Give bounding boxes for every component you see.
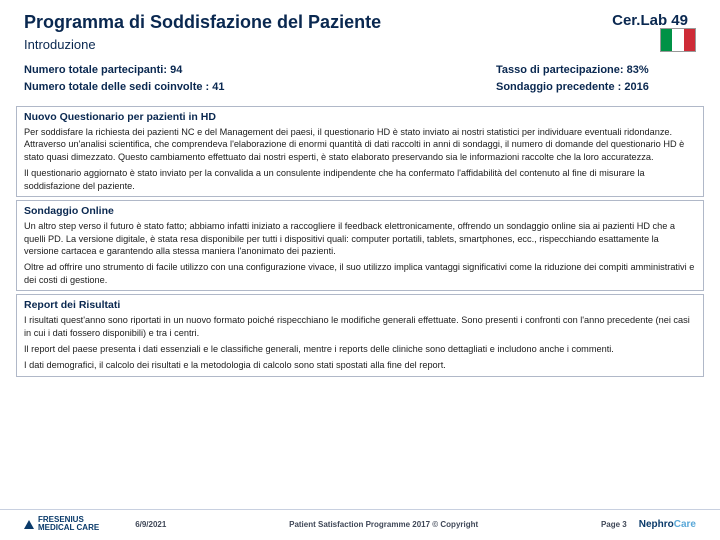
triangle-icon [24, 520, 34, 529]
section-title: Report dei Risultati [24, 299, 696, 311]
nephrocare-logo: NephroCare [639, 519, 696, 530]
fresenius-logo: FRESENIUS MEDICAL CARE [24, 516, 99, 532]
section-online-survey: Sondaggio Online Un altro step verso il … [16, 200, 704, 291]
logo-text: Care [674, 519, 696, 530]
section-paragraph: Per soddisfare la richiesta dei pazienti… [24, 126, 696, 163]
stat-participants: Numero totale partecipanti: 94 [24, 62, 496, 79]
footer-date: 6/9/2021 [135, 520, 166, 529]
stat-prev: Sondaggio precedente : 2016 [496, 79, 696, 96]
stat-rate: Tasso di partecipazione: 83% [496, 62, 696, 79]
section-paragraph: Un altro step verso il futuro è stato fa… [24, 220, 696, 257]
logo-text: MEDICAL CARE [38, 524, 99, 532]
brand-label: Cer.Lab 49 [612, 12, 688, 29]
footer: FRESENIUS MEDICAL CARE 6/9/2021 Patient … [0, 509, 720, 540]
page-subtitle: Introduzione [24, 37, 660, 52]
footer-copyright: Patient Satisfaction Programme 2017 © Co… [166, 520, 601, 529]
section-title: Nuovo Questionario per pazienti in HD [24, 111, 696, 123]
stats-row: Numero totale partecipanti: 94 Numero to… [0, 58, 720, 103]
section-paragraph: I risultati quest'anno sono riportati in… [24, 314, 696, 339]
section-hd-questionnaire: Nuovo Questionario per pazienti in HD Pe… [16, 106, 704, 197]
italy-flag-icon [660, 28, 696, 52]
logo-text: Nephro [639, 519, 674, 530]
stat-sites: Numero totale delle sedi coinvolte : 41 [24, 79, 496, 96]
page-title: Programma di Soddisfazione del Paziente [24, 12, 612, 33]
section-paragraph: Oltre ad offrire uno strumento di facile… [24, 261, 696, 286]
section-title: Sondaggio Online [24, 205, 696, 217]
section-paragraph: Il report del paese presenta i dati esse… [24, 343, 696, 355]
section-paragraph: I dati demografici, il calcolo dei risul… [24, 359, 696, 371]
section-paragraph: Il questionario aggiornato è stato invia… [24, 167, 696, 192]
section-results-report: Report dei Risultati I risultati quest'a… [16, 294, 704, 377]
footer-page: Page 3 [601, 520, 627, 529]
